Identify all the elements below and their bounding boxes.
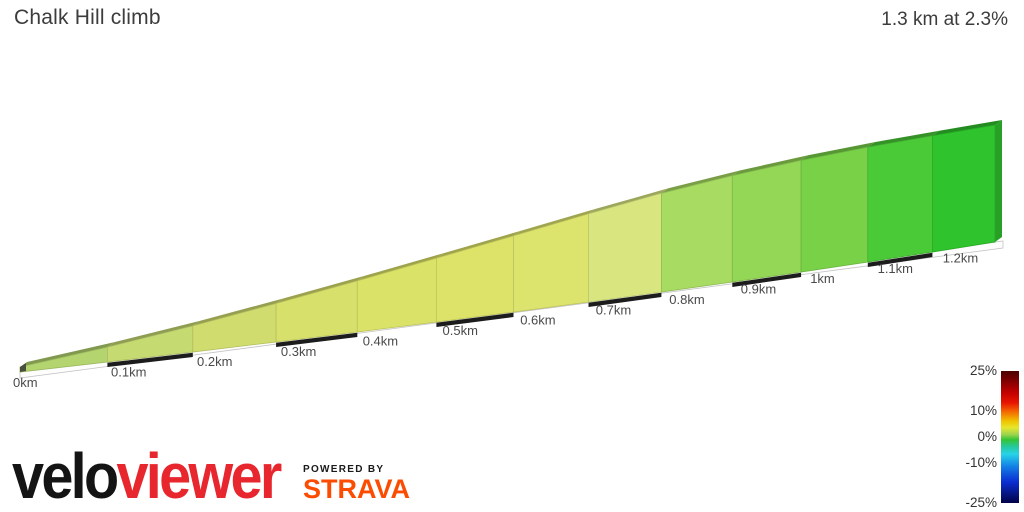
distance-label: 0.5km — [443, 323, 478, 338]
distance-label: 0.9km — [741, 282, 776, 297]
profile-top-face — [192, 298, 284, 326]
profile-segment — [932, 124, 996, 253]
powered-by-label: POWERED BY — [303, 464, 385, 475]
veloviewer-logo: veloviewer — [12, 444, 282, 508]
distance-ruler-dash — [276, 332, 358, 347]
profile-segment — [435, 235, 514, 323]
gradient-legend-bar — [1001, 371, 1019, 503]
distance-ruler-dash — [732, 272, 802, 287]
profile-end-cap — [995, 120, 1002, 242]
profile-top-face — [801, 142, 875, 161]
profile-start-cap — [20, 363, 26, 372]
profile-top-face — [867, 130, 940, 148]
legend-tick-label: -25% — [965, 495, 997, 510]
distance-ruler-dash — [107, 352, 193, 367]
legend-tick-label: -10% — [965, 455, 997, 471]
distance-label: 0.1km — [111, 365, 146, 380]
profile-segment — [661, 175, 733, 293]
profile-top-face — [932, 120, 1002, 136]
climb-summary: 1.3 km at 2.3% — [881, 9, 1008, 30]
distance-label: 0km — [13, 375, 38, 390]
distance-label: 0.7km — [596, 302, 631, 317]
profile-top-face — [436, 230, 521, 259]
profile-top-face — [513, 208, 596, 236]
profile-top-face — [588, 188, 669, 214]
profile-segment — [731, 159, 802, 283]
profile-top-face — [107, 320, 200, 348]
distance-label: 0.3km — [281, 344, 316, 359]
distance-label: 0.4km — [363, 334, 398, 349]
distance-label: 1km — [810, 271, 835, 286]
profile-top-face — [20, 342, 115, 367]
profile-segment — [867, 135, 933, 263]
distance-label: 1.2km — [943, 250, 978, 265]
legend-tick-label: 0% — [977, 429, 997, 444]
distance-ruler-dash — [436, 312, 514, 327]
logo-velo-text: velo — [12, 440, 119, 512]
distance-ruler-dash — [588, 292, 662, 307]
distance-label: 0.6km — [520, 313, 555, 328]
distance-label: 0.2km — [197, 354, 232, 369]
profile-top-face — [661, 170, 740, 194]
distance-label: 1.1km — [878, 261, 913, 276]
distance-label: 0.8km — [669, 292, 704, 307]
strava-logo-text: STRAVA — [303, 474, 410, 504]
logo-viewer-text: viewer — [116, 440, 282, 512]
distance-ruler-dash — [867, 252, 933, 267]
legend-tick-label: 10% — [969, 402, 997, 418]
profile-segment — [356, 257, 437, 333]
profile-top-face — [357, 253, 444, 281]
profile-top-face — [276, 275, 365, 304]
strava-attribution: POWERED BY STRAVA — [303, 464, 410, 503]
page-title: Chalk Hill climb — [14, 6, 161, 29]
profile-segment — [800, 146, 869, 273]
profile-top-face — [732, 155, 809, 176]
profile-segment — [513, 213, 589, 313]
legend-tick-label: 25% — [969, 363, 997, 378]
